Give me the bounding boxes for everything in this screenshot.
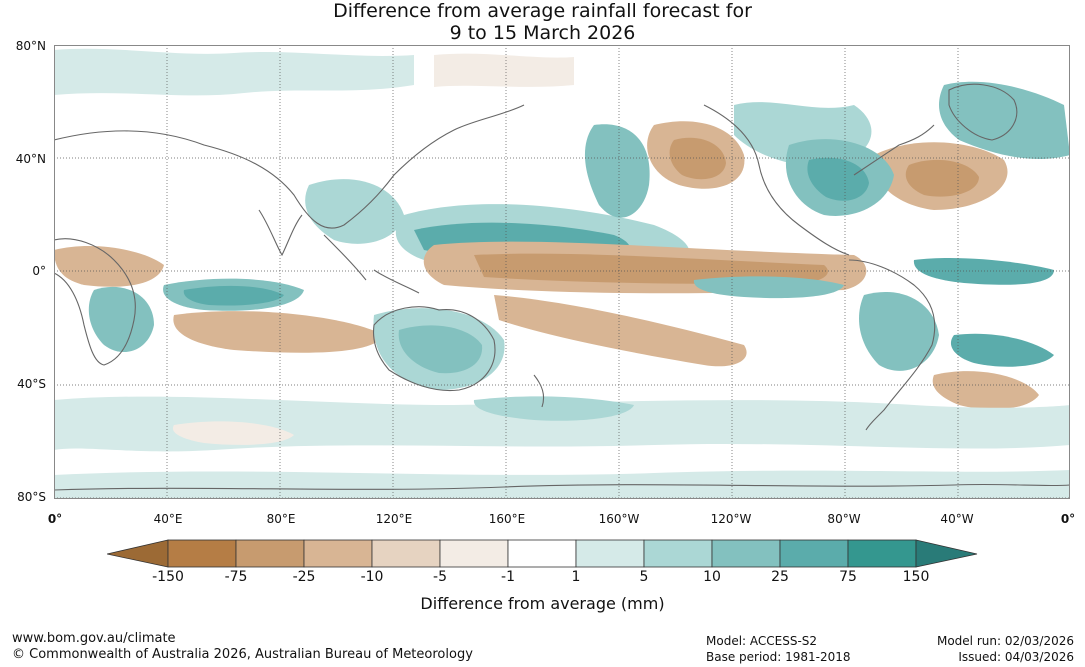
colorbar-tick: 25: [771, 569, 789, 585]
coast-india: [258, 209, 303, 257]
region-arctic-wet-1: [54, 48, 414, 96]
lon-label-0-right: 0°: [1060, 512, 1076, 526]
colorbar-tick: -10: [360, 569, 384, 585]
footer-credits: www.bom.gov.au/climate © Commonwealth of…: [12, 631, 473, 663]
region-eq-pac-dry-core: [474, 253, 828, 284]
region-southern-ocean-dry: [172, 421, 294, 445]
map-frame: [54, 45, 1070, 499]
coast-antarctica: [54, 483, 1070, 491]
region-io-wet-core: [183, 285, 284, 306]
coastlines: [54, 83, 1070, 491]
map-title-line2: 9 to 15 March 2026: [449, 22, 636, 44]
lon-label-80e: 80°E: [266, 512, 296, 526]
footer-issued: Issued: 04/03/2026: [958, 650, 1074, 664]
region-samerica-wet: [859, 291, 939, 371]
lon-label-80w: 80°W: [827, 512, 861, 526]
colorbar-tick: 10: [703, 569, 721, 585]
region-spcz-dry: [494, 295, 747, 367]
colorbar-segment: [167, 539, 237, 568]
colorbar-tick: 5: [639, 569, 649, 585]
coast-nz: [533, 374, 545, 408]
lon-label-160e: 160°E: [488, 512, 526, 526]
lat-label-0: 0°: [32, 264, 46, 278]
lon-label-120e: 120°E: [375, 512, 413, 526]
colorbar-segment: [235, 539, 305, 568]
region-epac-wet: [693, 276, 844, 299]
region-na-east-wet-core: [807, 157, 869, 201]
lat-label-40n: 40°N: [15, 152, 46, 166]
footer-model-info: Model: ACCESS-S2 Base period: 1981-2018: [706, 633, 851, 665]
map-title-line1: Difference from average rainfall forecas…: [333, 0, 752, 22]
lon-label-40e: 40°E: [153, 512, 183, 526]
footer-model-run: Model run: 02/03/2026: [936, 634, 1074, 648]
colorbar-tick: -25: [292, 569, 316, 585]
region-io-dry-south: [173, 311, 384, 353]
lat-label-80s: 80°S: [17, 490, 46, 504]
colorbar-segment: [847, 539, 917, 568]
colorbar-tick: -150: [152, 569, 184, 585]
colorbar-arrow-right: [915, 539, 978, 568]
coast-south-america: [848, 259, 936, 431]
region-npac-wet-band: [584, 124, 650, 218]
lon-label-40w: 40°W: [940, 512, 974, 526]
anomaly-regions: [54, 48, 1070, 499]
colorbar-label: Difference from average (mm): [420, 594, 665, 613]
colorbar-tick: 1: [571, 569, 581, 585]
colorbar-tick: 150: [902, 569, 930, 585]
colorbar-tick: -1: [501, 569, 515, 585]
region-npac-dry-core: [669, 137, 726, 180]
region-africa-dry: [54, 245, 164, 287]
region-satl-dry: [932, 371, 1039, 410]
colorbar-arrow-left: [107, 539, 169, 568]
region-australia-wet-core: [398, 325, 483, 374]
footer-url[interactable]: www.bom.gov.au/climate: [12, 631, 176, 646]
colorbar-tick: 75: [839, 569, 857, 585]
region-atl-eq-wet: [913, 258, 1054, 285]
colorbar-segment: [507, 539, 577, 568]
lon-label-0-left: 0°: [47, 512, 63, 526]
region-sh-africa-wet: [88, 286, 154, 353]
coast-eurasia: [54, 104, 525, 229]
colorbar-tick: -75: [224, 569, 248, 585]
footer-model: Model: ACCESS-S2: [706, 634, 818, 648]
footer-copyright: © Commonwealth of Australia 2026, Austra…: [12, 647, 473, 662]
region-natl-dry-core: [905, 159, 979, 197]
lat-label-80n: 80°N: [15, 39, 46, 53]
colorbar-segment: [303, 539, 373, 568]
coast-north-america: [703, 104, 935, 256]
colorbar-segment: [371, 539, 441, 568]
region-arctic-dry-1: [434, 53, 574, 87]
colorbar: [107, 539, 978, 568]
colorbar-segment: [643, 539, 713, 568]
colorbar-segment: [779, 539, 849, 568]
coast-australia: [372, 306, 496, 392]
colorbar-tick: -5: [433, 569, 447, 585]
region-greenland-wet: [939, 81, 1070, 160]
lon-label-120w: 120°W: [710, 512, 752, 526]
colorbar-segment: [711, 539, 781, 568]
footer-run-info: Model run: 02/03/2026 Issued: 04/03/2026: [937, 633, 1074, 665]
region-southern-ocean-wet-2: [473, 396, 634, 421]
lat-label-40s: 40°S: [17, 377, 46, 391]
region-satl-wet: [950, 333, 1054, 367]
footer-base-period: Base period: 1981-2018: [706, 650, 851, 664]
coast-se-asia: [323, 234, 420, 294]
coast-africa: [54, 238, 136, 366]
colorbar-segment: [439, 539, 509, 568]
region-antarctic-fringe: [54, 470, 1070, 499]
region-southern-ocean-wet: [54, 396, 1070, 452]
colorbar-segment: [575, 539, 645, 568]
lon-label-160w: 160°W: [598, 512, 640, 526]
rainfall-anomaly-map: [54, 45, 1070, 499]
coast-greenland: [948, 83, 1018, 141]
